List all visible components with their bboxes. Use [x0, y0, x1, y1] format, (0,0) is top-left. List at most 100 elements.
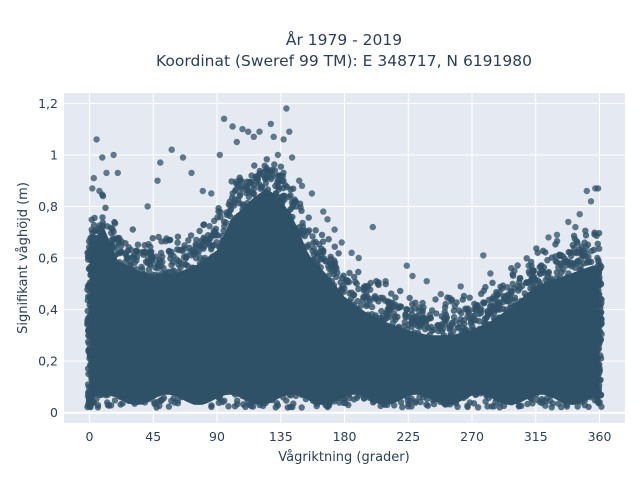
scatter-point [425, 333, 432, 341]
scatter-point [309, 233, 316, 240]
scatter-point [173, 256, 180, 263]
scatter-point [191, 398, 198, 405]
scatter-point [146, 273, 154, 280]
scatter-point [450, 314, 458, 321]
y-tick-labels: 0 0,2 0,4 0,6 0,8 1 1,2 [38, 96, 58, 420]
scatter-point [242, 403, 249, 411]
scatter-point [367, 286, 374, 293]
y-tick-label: 1 [50, 147, 58, 162]
scatter-point [269, 396, 276, 404]
scatter-point [452, 336, 460, 344]
scatter-point [299, 231, 306, 238]
scatter-point [514, 306, 521, 313]
scatter-point [189, 264, 196, 272]
scatter-point [594, 347, 601, 354]
scatter-point [250, 182, 257, 189]
scatter-outlier-point [348, 249, 355, 256]
scatter-point [539, 247, 547, 254]
scatter-point [480, 299, 488, 307]
scatter-point [571, 235, 578, 242]
scatter-point [570, 274, 578, 281]
scatter-point [482, 283, 489, 291]
scatter-point [272, 404, 279, 411]
scatter-point [238, 178, 246, 185]
scatter-point [149, 235, 156, 242]
scatter-point [179, 273, 186, 280]
scatter-point [182, 255, 189, 262]
scatter-point [556, 252, 564, 260]
scatter-point [85, 327, 92, 334]
scatter-point [130, 270, 138, 278]
scatter-point [524, 400, 531, 408]
scatter-point [85, 282, 92, 289]
scatter-point [135, 391, 142, 399]
scatter-point [499, 393, 506, 400]
scatter-point [151, 391, 159, 398]
scatter-point [134, 241, 142, 248]
scatter-point [595, 245, 603, 252]
scatter-point [482, 398, 489, 405]
scatter-point [260, 169, 267, 176]
scatter-point [446, 294, 453, 302]
scatter-point [336, 399, 343, 406]
scatter-point [201, 236, 208, 243]
scatter-point [439, 325, 447, 332]
scatter-point [534, 396, 541, 404]
scatter-point [87, 321, 94, 328]
scatter-point [529, 400, 536, 407]
scatter-point [201, 254, 209, 262]
scatter-point [244, 186, 251, 193]
scatter-point [598, 403, 605, 410]
scatter-point [558, 269, 565, 276]
scatter-point [348, 289, 355, 296]
scatter-point [372, 312, 379, 319]
scatter-point [580, 389, 587, 396]
scatter-point [119, 400, 126, 407]
scatter-point [238, 186, 246, 193]
y-tick-label: 1,2 [38, 96, 58, 111]
scatter-outlier-point [188, 169, 195, 177]
scatter-point [101, 389, 108, 397]
scatter-point [321, 395, 329, 403]
scatter-point [485, 389, 492, 396]
scatter-point [285, 208, 292, 215]
scatter-point [397, 399, 405, 406]
scatter-outlier-point [324, 216, 331, 223]
scatter-point [280, 193, 287, 200]
scatter-point [314, 260, 321, 268]
scatter-outlier-point [93, 136, 100, 143]
scatter-point [596, 265, 604, 272]
scatter-point [141, 242, 148, 249]
scatter-point [419, 315, 427, 322]
scatter-outlier-point [99, 154, 106, 161]
scatter-point [471, 312, 478, 319]
scatter-point [410, 329, 418, 336]
scatter-point [331, 243, 338, 250]
scatter-point [118, 248, 125, 256]
scatter-point [196, 254, 204, 261]
scatter-point [104, 399, 111, 406]
scatter-point [185, 237, 192, 244]
scatter-point [88, 234, 95, 241]
scatter-point [267, 168, 274, 175]
scatter-point [85, 388, 93, 395]
scatter-point [147, 243, 154, 251]
scatter-outlier-point [572, 223, 579, 231]
scatter-point [489, 279, 496, 286]
scatter-point [125, 397, 132, 405]
scatter-point [597, 281, 605, 288]
scatter-point [228, 178, 235, 185]
scatter-point [595, 229, 603, 237]
scatter-point [500, 402, 508, 409]
scatter-point [516, 402, 523, 409]
scatter-point [470, 400, 478, 407]
scatter-point [496, 289, 503, 296]
scatter-point [87, 298, 95, 305]
scatter-point [287, 392, 294, 399]
scatter-point [568, 252, 575, 260]
scatter-point [85, 340, 93, 347]
scatter-point [335, 290, 343, 297]
scatter-point [341, 285, 348, 292]
scatter-point [111, 252, 118, 260]
scatter-point [176, 246, 183, 254]
